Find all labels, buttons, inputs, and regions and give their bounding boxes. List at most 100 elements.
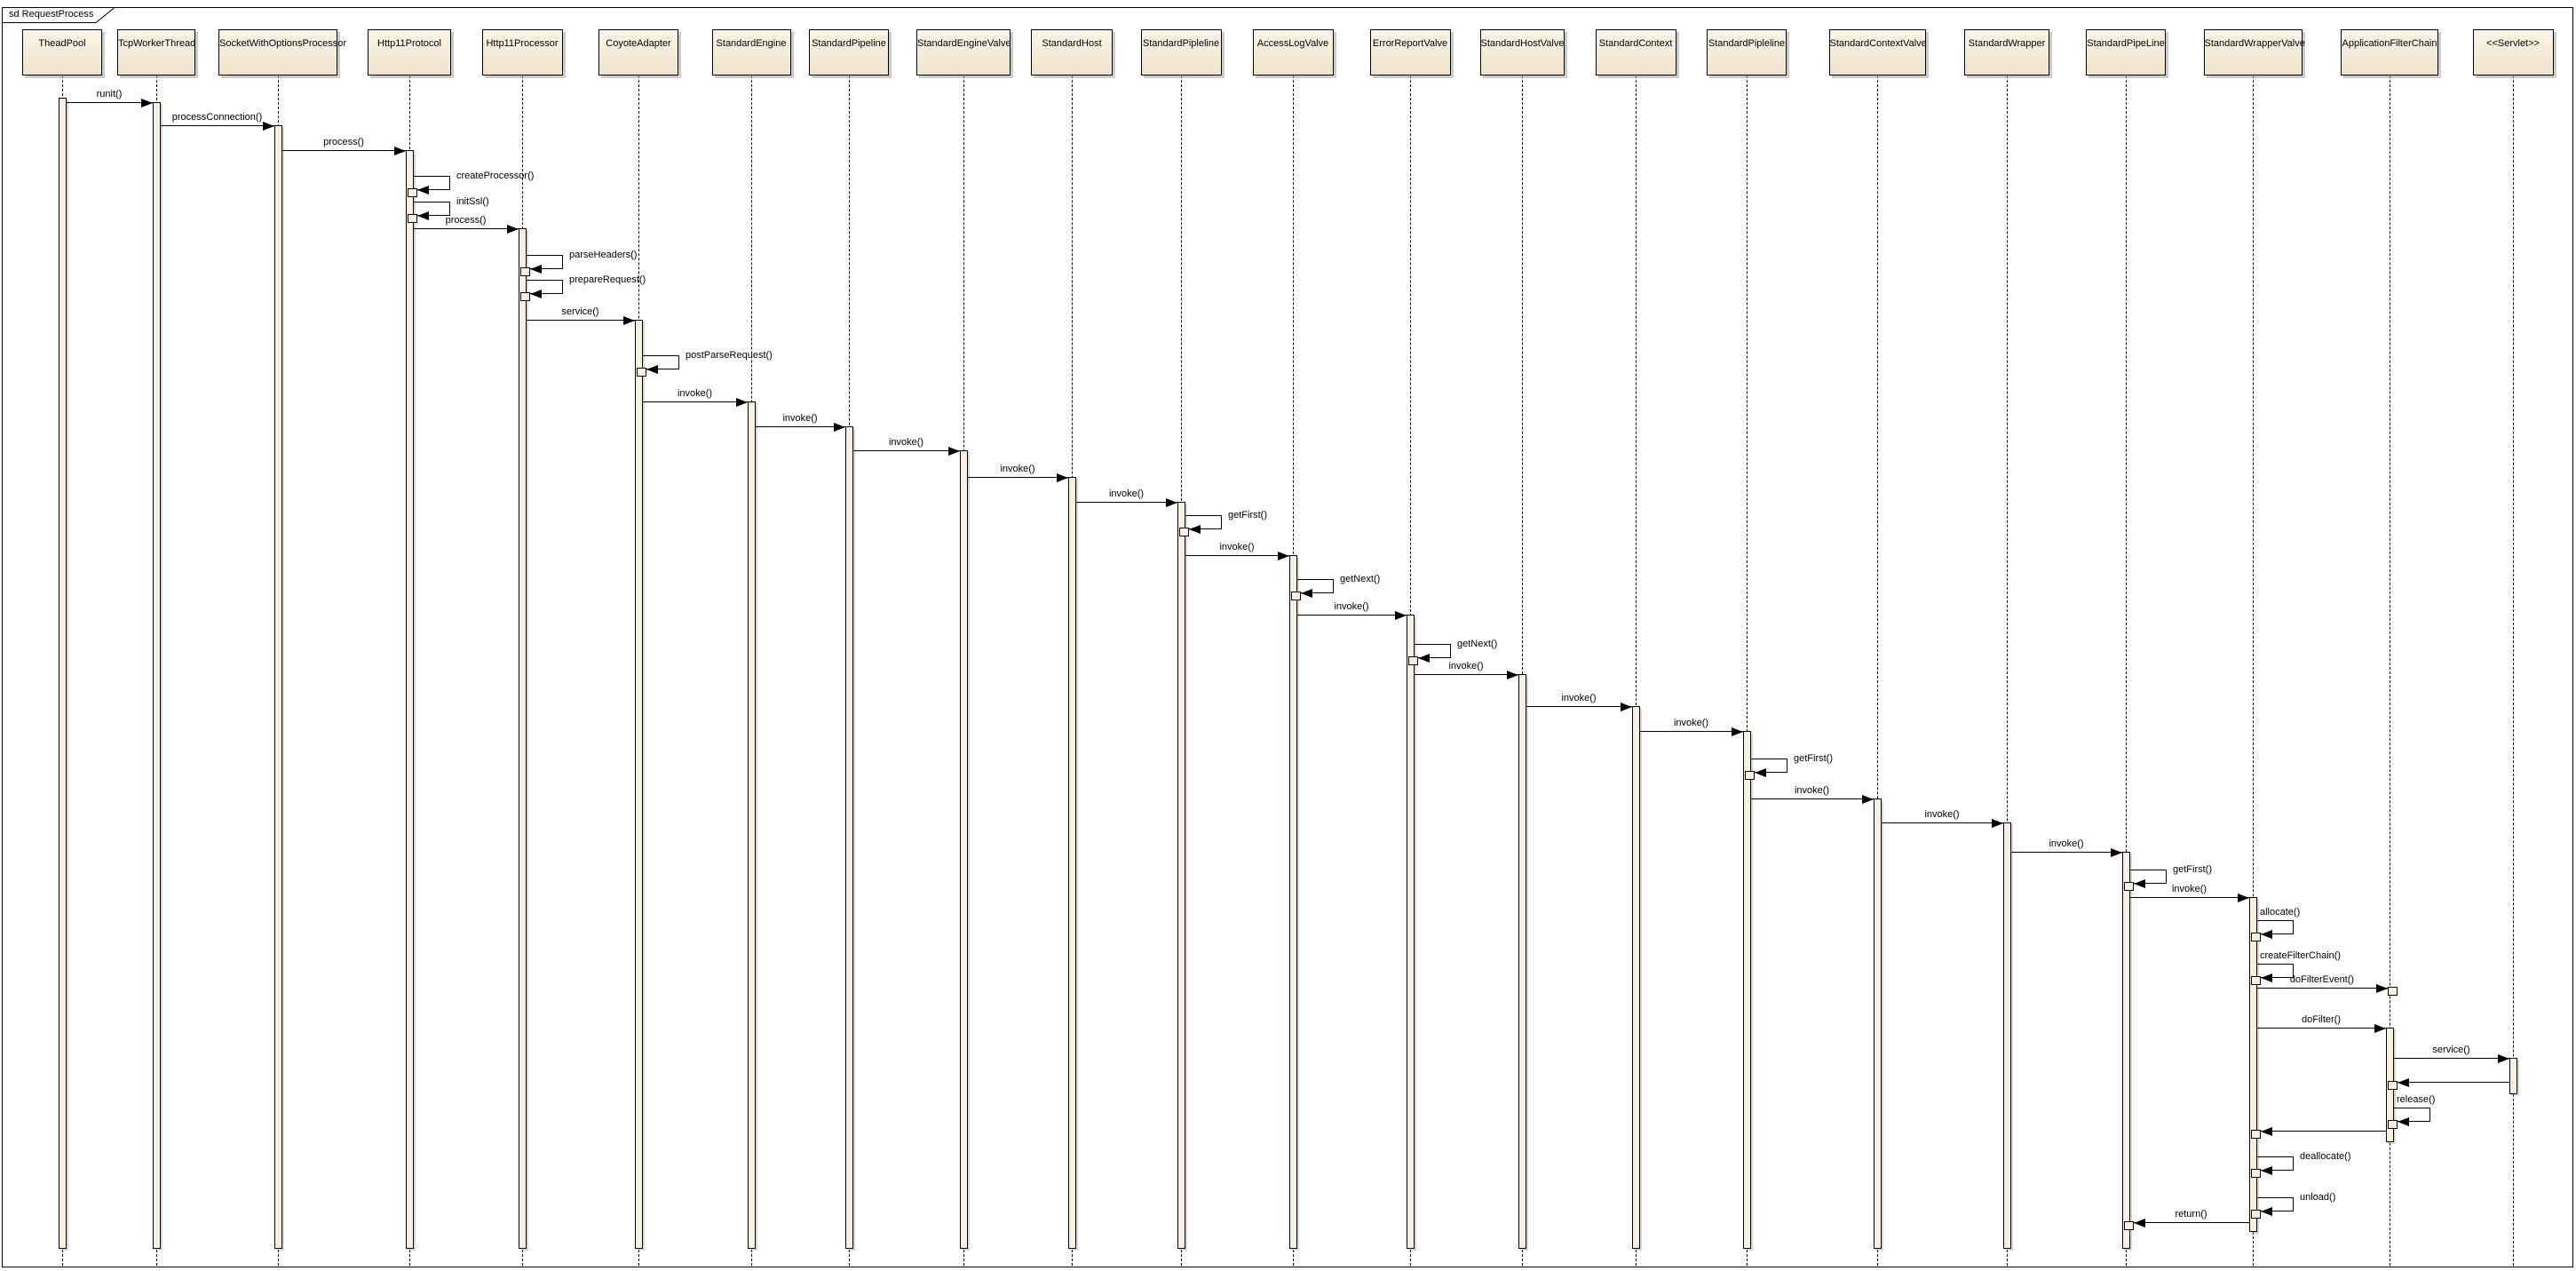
activation-bar — [58, 98, 67, 1249]
message-label: invoke() — [677, 388, 713, 399]
lifeline-label: <<Servlet>> — [2486, 38, 2540, 49]
lifeline-header: StandardHostValve — [1479, 29, 1565, 75]
self-message-rect — [526, 280, 563, 294]
lifeline-label: Http11Protocol — [377, 38, 441, 49]
message-label: invoke() — [1561, 693, 1597, 703]
lifeline-label: StandardHostValve — [1480, 38, 1565, 49]
message-arrowhead-icon — [1188, 525, 1201, 534]
message-label: invoke() — [782, 413, 818, 424]
message-arrowhead-icon — [1277, 552, 1289, 560]
message-line — [852, 450, 960, 451]
activation-bar — [2509, 1058, 2517, 1094]
message-arrowhead-icon — [1861, 795, 1874, 804]
message-label: invoke() — [2171, 884, 2207, 894]
message-line — [1414, 674, 1518, 675]
lifeline-header: ApplicationFilterChain — [2341, 29, 2438, 75]
activation-box — [2250, 1210, 2261, 1219]
message-arrowhead-icon — [2260, 1127, 2272, 1136]
activation-box — [1407, 656, 1418, 665]
lifeline-line — [1522, 75, 1523, 1266]
lifeline-header: StandardPipleline — [1140, 29, 1222, 75]
self-message-rect — [2393, 1108, 2430, 1122]
message-line — [526, 320, 635, 321]
lifeline-header: StandardWrapperValve — [2203, 29, 2305, 75]
activation-bar — [152, 102, 161, 1249]
activation-box — [2123, 882, 2134, 891]
message-line — [2393, 1058, 2509, 1059]
message-line — [2129, 897, 2249, 898]
message-arrowhead-icon — [1620, 703, 1632, 711]
message-label: initSsl() — [456, 196, 489, 207]
activation-bar — [1518, 674, 1526, 1249]
message-line — [755, 426, 845, 427]
message-arrowhead-icon — [2237, 894, 2249, 902]
message-arrowhead-icon — [2397, 1078, 2409, 1087]
activation-box — [1744, 771, 1755, 780]
message-label: invoke() — [1924, 809, 1960, 820]
activation-bar — [634, 320, 643, 1249]
activation-bar — [518, 228, 527, 1249]
message-arrowhead-icon — [1731, 727, 1743, 736]
message-arrowhead-icon — [506, 225, 519, 234]
message-label: processConnection() — [171, 112, 263, 123]
self-message-rect — [1296, 579, 1334, 593]
frame-label-pentagon — [2, 7, 116, 23]
message-line — [66, 102, 153, 103]
message-label: service() — [2432, 1045, 2470, 1055]
lifeline-label: StandardWrapper — [1968, 38, 2046, 49]
message-line — [2256, 988, 2388, 989]
lifeline-header: StandardPipeline — [809, 29, 889, 75]
message-label: return() — [2175, 1209, 2207, 1219]
activation-bar — [959, 450, 968, 1249]
lifeline-label: StandardPipleline — [1142, 38, 1220, 49]
message-line — [1639, 731, 1743, 732]
message-line — [2010, 852, 2122, 853]
activation-box — [2250, 976, 2261, 985]
self-message-rect — [413, 176, 450, 190]
message-line — [642, 401, 748, 402]
message-line — [413, 228, 519, 229]
activation-box — [1178, 528, 1189, 536]
message-label: createFilterChain() — [2260, 950, 2342, 961]
message-label: getNext() — [1340, 574, 1381, 584]
message-label: getFirst() — [1794, 753, 1833, 764]
activation-box — [1290, 592, 1301, 600]
message-label: postParseRequest() — [686, 350, 773, 361]
lifeline-label: StandardPipeLine — [2087, 38, 2165, 49]
message-label: unload() — [2300, 1192, 2336, 1203]
message-line — [1526, 706, 1632, 707]
message-arrowhead-icon — [393, 147, 406, 155]
lifeline-header: StandardPipeLine — [2086, 29, 2166, 75]
lifeline-line — [2126, 75, 2127, 1266]
message-line — [1881, 822, 2003, 823]
activation-bar — [1406, 615, 1415, 1249]
self-message-rect — [2256, 964, 2294, 978]
message-label: allocate() — [2260, 907, 2301, 918]
lifeline-label: StandardContext — [1598, 38, 1673, 49]
message-label: service() — [561, 306, 599, 317]
lifeline-line — [2253, 75, 2254, 1266]
message-arrowhead-icon — [2397, 1117, 2409, 1126]
message-line — [2397, 1082, 2509, 1083]
activation-bar — [2002, 822, 2011, 1249]
message-label: invoke() — [1219, 542, 1255, 552]
message-label: parseHeaders() — [569, 250, 638, 260]
lifeline-header: TcpWorkerThread — [117, 29, 195, 75]
activation-box — [2123, 1221, 2134, 1230]
message-arrowhead-icon — [140, 99, 153, 107]
message-line — [2133, 1222, 2249, 1223]
message-arrowhead-icon — [2133, 879, 2145, 888]
message-arrowhead-icon — [735, 398, 748, 407]
lifeline-label: TcpWorkerThread — [118, 38, 196, 49]
self-message-rect — [2129, 870, 2167, 884]
lifeline-header: StandardEngineValve — [916, 29, 1011, 75]
activation-box — [2387, 1081, 2398, 1090]
message-arrowhead-icon — [2375, 984, 2388, 993]
message-arrowhead-icon — [529, 290, 542, 298]
message-label: getFirst() — [2173, 864, 2212, 875]
message-line — [160, 125, 274, 126]
self-message-rect — [642, 355, 679, 369]
lifeline-header: StandardEngine — [711, 29, 791, 75]
lifeline-label: StandardEngineValve — [917, 38, 1011, 49]
